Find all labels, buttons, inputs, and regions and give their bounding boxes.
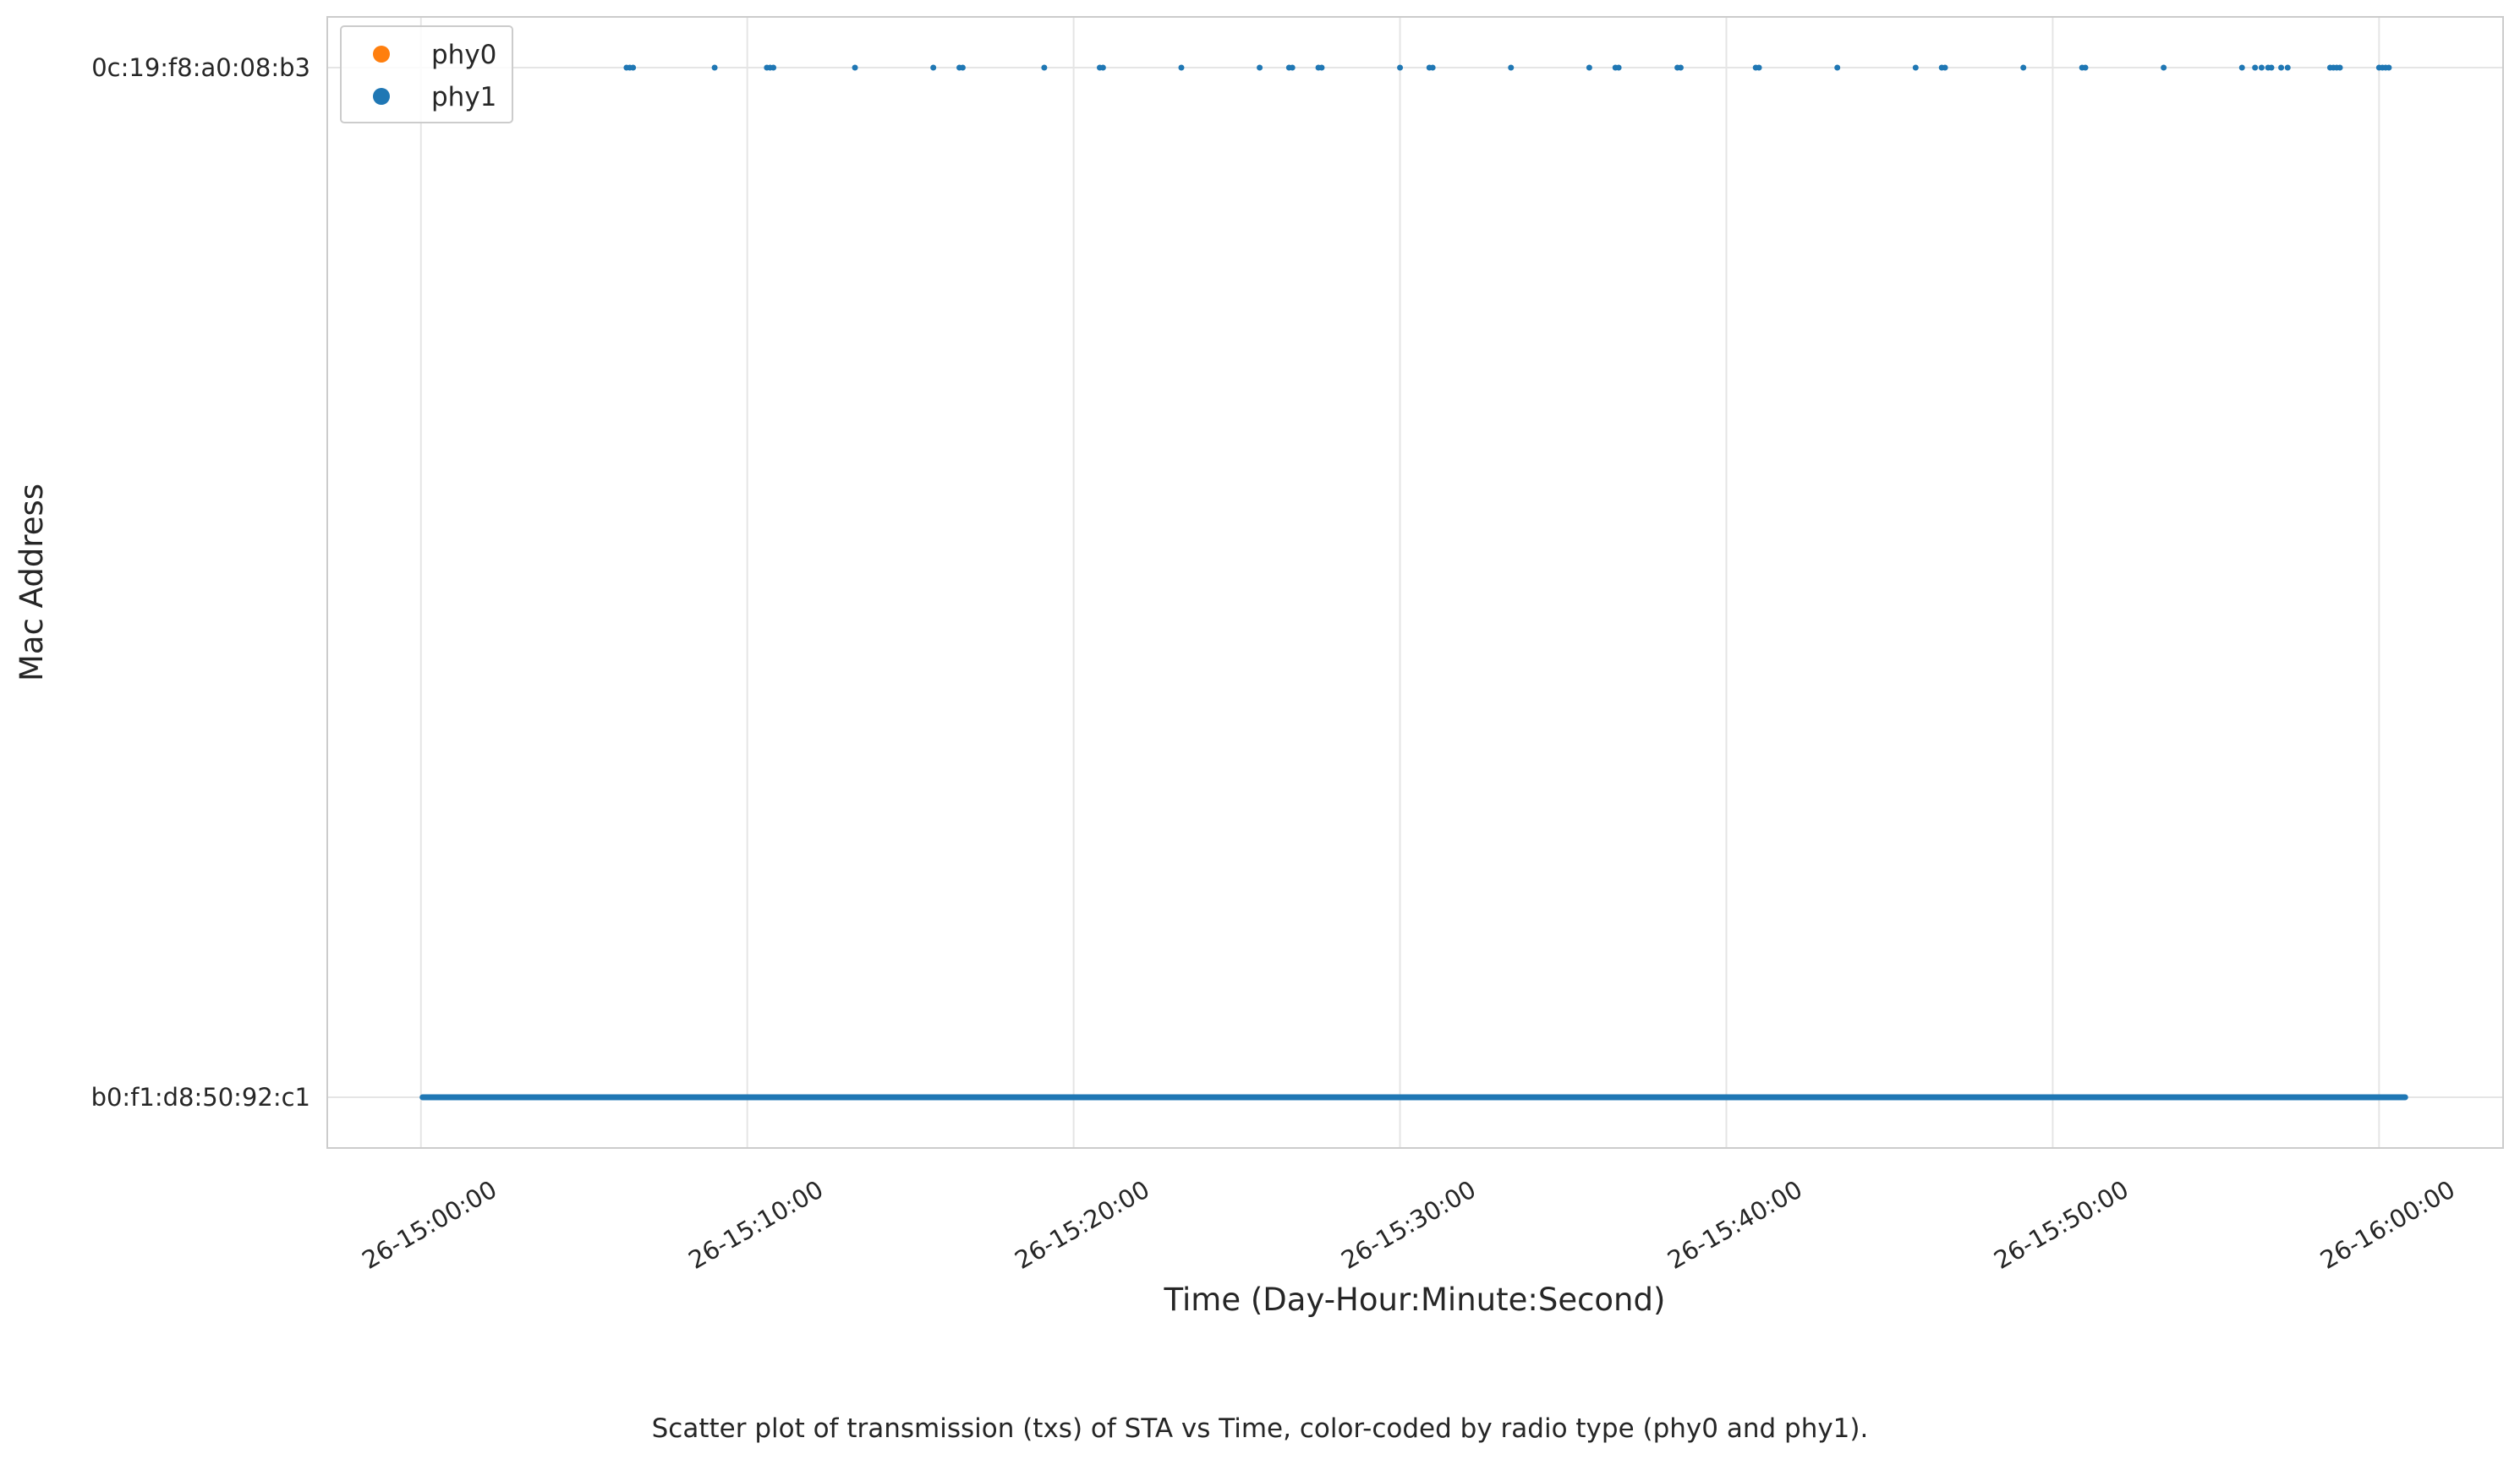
data-point-phy1: [1257, 64, 1263, 71]
figure-caption: Scatter plot of transmission (txs) of ST…: [652, 1413, 1869, 1444]
data-point-phy1: [1099, 64, 1106, 71]
data-point-phy1: [1586, 64, 1592, 71]
data-point-phy1: [959, 64, 966, 71]
x-tick-label: 26-15:40:00: [1663, 1175, 1807, 1275]
data-point-phy1: [852, 64, 858, 71]
y-axis-label: Mac Address: [14, 484, 50, 681]
data-point-phy1: [1429, 64, 1436, 71]
data-point-phy1: [2082, 64, 2089, 71]
data-point-phy1: [2252, 64, 2259, 71]
data-point-phy1: [2268, 64, 2275, 71]
tick-layer: 26-15:00:00 26-15:10:00 26-15:20:00 26-15:3…: [91, 53, 2460, 1275]
data-point-phy1: [1756, 64, 1762, 71]
data-point-phy1: [2336, 64, 2343, 71]
x-tick-label: 26-16:00:00: [2315, 1175, 2460, 1275]
legend-marker-phy1: [373, 88, 390, 105]
data-point-phy1: [1041, 64, 1048, 71]
y-tick-label: 0c:19:f8:a0:08:b3: [91, 53, 310, 82]
x-axis-label: Time (Day-Hour:Minute:Second): [1164, 1282, 1666, 1318]
data-point-phy1: [1912, 64, 1919, 71]
data-point-phy1: [2386, 64, 2392, 71]
data-point-phy1: [2161, 64, 2167, 71]
data-point-phy1: [1397, 64, 1404, 71]
data-point-phy1: [1834, 64, 1841, 71]
x-tick-label: 26-15:50:00: [1989, 1175, 2134, 1275]
legend-marker-phy0: [373, 46, 390, 63]
data-point-phy1: [2238, 64, 2245, 71]
data-point-phy1: [2020, 64, 2027, 71]
x-tick-label: 26-15:20:00: [1010, 1175, 1154, 1275]
y-tick-label: b0:f1:d8:50:92:c1: [91, 1083, 310, 1112]
legend-label-phy1: phy1: [431, 82, 496, 112]
data-point-phy1: [1289, 64, 1296, 71]
data-point-phy1: [711, 64, 718, 71]
data-point-phy1: [770, 64, 777, 71]
data-point-phy1: [1508, 64, 1515, 71]
data-point-phy1: [2278, 64, 2285, 71]
grid-layer: [327, 17, 2503, 1148]
x-tick-label: 26-15:00:00: [357, 1175, 501, 1275]
data-point-phy1: [1178, 64, 1185, 71]
legend: phy0 phy1: [340, 25, 513, 123]
plot-frame: [326, 16, 2504, 1149]
data-point-phy1: [2258, 64, 2265, 71]
data-point-phy1: [630, 64, 637, 71]
x-tick-label: 26-15:10:00: [683, 1175, 828, 1275]
data-point-phy1: [1677, 64, 1684, 71]
data-point-phy1: [1942, 64, 1948, 71]
data-point-phy1: [1615, 64, 1622, 71]
data-point-phy1: [930, 64, 937, 71]
data-point-phy1: [1318, 64, 1325, 71]
data-layer: [419, 64, 2408, 1101]
legend-label-phy0: phy0: [431, 40, 496, 70]
data-point-phy1: [2284, 64, 2291, 71]
x-tick-label: 26-15:30:00: [1336, 1175, 1481, 1275]
